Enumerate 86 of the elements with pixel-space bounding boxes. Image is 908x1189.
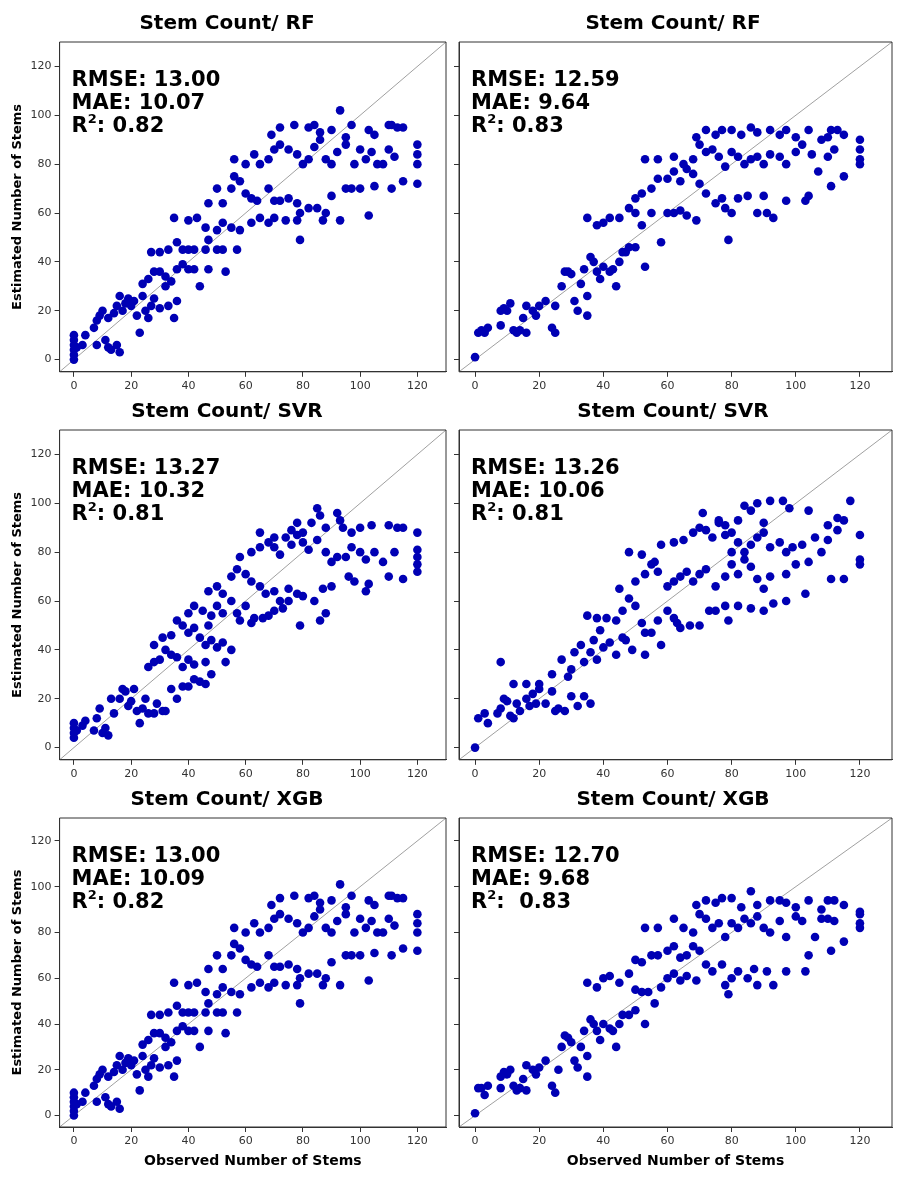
x-tick-label: 60 bbox=[238, 379, 253, 393]
y-axis-title: Estimated Number of Stems bbox=[9, 869, 25, 1076]
x-tick-label: 60 bbox=[660, 767, 675, 781]
annotation: RMSE: 12.59 bbox=[471, 67, 620, 91]
x-tick-label: 120 bbox=[849, 379, 871, 393]
x-tick-label: 80 bbox=[295, 767, 310, 781]
y-tick-label: 120 bbox=[30, 447, 52, 461]
y-tick-label: 0 bbox=[44, 352, 52, 366]
x-tick-label: 120 bbox=[849, 767, 871, 781]
y-axis-title: Estimated Number of Stems bbox=[9, 103, 25, 310]
y-tick-label: 40 bbox=[37, 642, 52, 656]
y-tick-label: 80 bbox=[37, 157, 52, 171]
chart-title: Stem Count/ RF bbox=[139, 10, 315, 35]
y-tick-label: 100 bbox=[30, 108, 52, 122]
chart-title: Stem Count/ RF bbox=[585, 10, 761, 35]
x-tick-label: 120 bbox=[406, 767, 428, 781]
annotation: RMSE: 13.00 bbox=[71, 843, 221, 867]
x-tick-label: 100 bbox=[349, 379, 371, 393]
annotation: MAE: 10.07 bbox=[71, 90, 206, 114]
x-tick-label: 60 bbox=[238, 767, 253, 781]
y-tick-label: 60 bbox=[37, 971, 52, 985]
x-tick-label: 80 bbox=[295, 1134, 310, 1148]
annotation: MAE: 10.06 bbox=[471, 478, 605, 502]
x-tick-label: 20 bbox=[532, 1134, 547, 1148]
x-tick-label: 100 bbox=[349, 1134, 371, 1148]
x-tick-label: 120 bbox=[849, 1134, 871, 1148]
annotation: MAE: 10.32 bbox=[71, 478, 206, 502]
x-tick-label: 100 bbox=[785, 379, 807, 393]
x-tick-label: 40 bbox=[181, 767, 196, 781]
x-tick-label: 100 bbox=[785, 1134, 807, 1148]
y-tick-label: 40 bbox=[37, 1016, 52, 1030]
x-tick-label: 60 bbox=[238, 1134, 253, 1148]
chart-title: Stem Count/ XGB bbox=[130, 786, 324, 811]
annotation: RMSE: 13.27 bbox=[71, 455, 221, 479]
y-axis-title: Estimated Number of Stems bbox=[9, 491, 25, 698]
x-tick-label: 40 bbox=[181, 379, 196, 393]
annotation: RMSE: 13.00 bbox=[71, 67, 221, 91]
x-tick-label: 0 bbox=[70, 767, 78, 781]
x-tick-label: 0 bbox=[70, 379, 78, 393]
x-axis-title: Observed Number of Stems bbox=[566, 1152, 785, 1169]
x-tick-label: 60 bbox=[660, 379, 675, 393]
y-tick-label: 80 bbox=[37, 545, 52, 559]
y-tick-label: 0 bbox=[44, 740, 52, 754]
y-tick-label: 60 bbox=[37, 593, 52, 607]
y-tick-label: 100 bbox=[30, 496, 52, 510]
x-tick-label: 80 bbox=[724, 379, 739, 393]
x-tick-label: 120 bbox=[406, 1134, 428, 1148]
x-tick-label: 80 bbox=[724, 1134, 739, 1148]
y-tick-label: 120 bbox=[30, 833, 52, 847]
x-tick-label: 60 bbox=[660, 1134, 675, 1148]
x-tick-label: 40 bbox=[596, 767, 611, 781]
y-tick-label: 60 bbox=[37, 205, 52, 219]
x-tick-label: 80 bbox=[295, 379, 310, 393]
x-tick-label: 20 bbox=[532, 379, 547, 393]
x-tick-label: 20 bbox=[124, 1134, 139, 1148]
annotation: MAE: 9.64 bbox=[471, 90, 591, 114]
x-tick-label: 40 bbox=[181, 1134, 196, 1148]
annotation: RMSE: 12.70 bbox=[471, 843, 620, 867]
x-axis-title: Observed Number of Stems bbox=[144, 1152, 362, 1169]
chart-title: Stem Count/ SVR bbox=[131, 398, 323, 423]
x-tick-label: 0 bbox=[471, 1134, 479, 1148]
y-tick-label: 0 bbox=[44, 1108, 52, 1122]
x-tick-label: 100 bbox=[785, 767, 807, 781]
y-tick-label: 120 bbox=[30, 59, 52, 73]
x-tick-label: 20 bbox=[124, 767, 139, 781]
y-tick-label: 80 bbox=[37, 925, 52, 939]
annotation: MAE: 10.09 bbox=[71, 866, 206, 890]
x-tick-label: 80 bbox=[724, 767, 739, 781]
x-tick-label: 0 bbox=[471, 379, 479, 393]
y-tick-label: 20 bbox=[37, 1062, 52, 1076]
x-tick-label: 120 bbox=[406, 379, 428, 393]
x-tick-label: 20 bbox=[532, 767, 547, 781]
y-tick-label: 20 bbox=[37, 691, 52, 705]
y-tick-label: 20 bbox=[37, 303, 52, 317]
x-tick-label: 20 bbox=[124, 379, 139, 393]
chart-title: Stem Count/ SVR bbox=[577, 398, 769, 423]
x-tick-label: 40 bbox=[596, 1134, 611, 1148]
x-tick-label: 100 bbox=[349, 767, 371, 781]
x-tick-label: 0 bbox=[70, 1134, 78, 1148]
chart-title: Stem Count/ XGB bbox=[576, 786, 770, 811]
y-tick-label: 100 bbox=[30, 879, 52, 893]
x-tick-label: 40 bbox=[596, 379, 611, 393]
y-tick-label: 40 bbox=[37, 254, 52, 268]
x-tick-label: 0 bbox=[471, 767, 479, 781]
annotation: RMSE: 13.26 bbox=[471, 455, 620, 479]
annotation: MAE: 9.68 bbox=[471, 866, 591, 890]
